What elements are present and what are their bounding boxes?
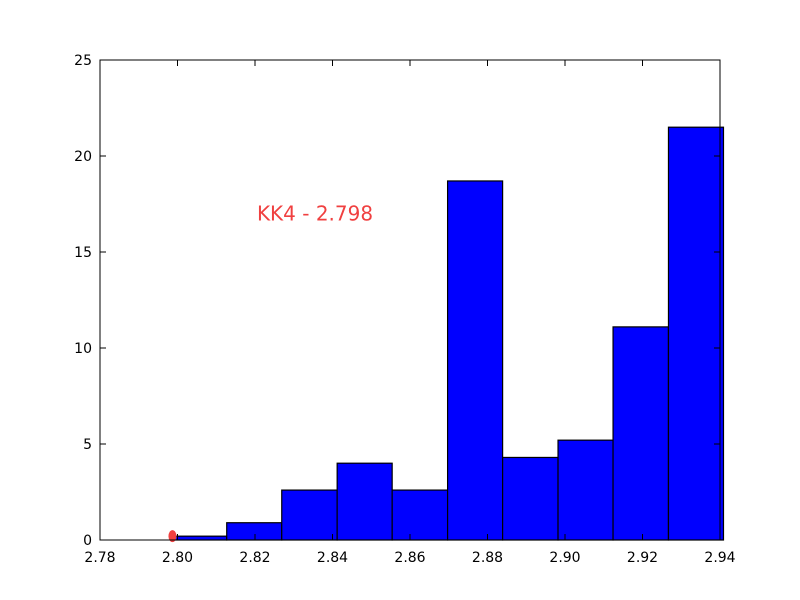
x-tick-label: 2.90 xyxy=(549,550,580,566)
y-tick-label: 20 xyxy=(74,149,92,165)
x-tick-label: 2.78 xyxy=(84,550,115,566)
histogram-bar-8 xyxy=(612,326,670,541)
histogram-bars xyxy=(170,126,725,541)
x-tick-label: 2.80 xyxy=(162,550,193,566)
y-tick-label: 5 xyxy=(83,437,92,453)
histogram-bar-4 xyxy=(391,489,449,541)
x-tick-label: 2.94 xyxy=(704,550,735,566)
histogram-bar-7 xyxy=(557,439,614,541)
annotation-label: KK4 - 2.798 xyxy=(257,202,373,226)
x-tick-label: 2.88 xyxy=(472,550,503,566)
histogram-bar-6 xyxy=(502,456,559,541)
histogram-bar-3 xyxy=(336,462,393,541)
histogram-bar-0 xyxy=(170,535,228,541)
marker-layer xyxy=(168,530,177,543)
x-tick-label: 2.86 xyxy=(394,550,425,566)
y-tick-label: 25 xyxy=(74,53,92,69)
histogram-bar-9 xyxy=(667,126,725,541)
y-tick-label: 0 xyxy=(83,533,92,549)
histogram-bar-2 xyxy=(281,489,338,541)
x-tick-label: 2.84 xyxy=(317,550,348,566)
x-tick-label: 2.82 xyxy=(239,550,270,566)
histogram-bar-5 xyxy=(446,180,504,541)
y-axis-tick-labels: 0 5 10 15 20 25 xyxy=(74,53,92,549)
x-axis-tick-labels: 2.78 2.80 2.82 2.84 2.86 2.88 2.90 2.92 2.94 xyxy=(84,550,735,566)
histogram-bar-1 xyxy=(226,522,283,541)
axis-ticks xyxy=(99,59,721,541)
y-tick-label: 15 xyxy=(74,245,92,261)
kk4-marker-point xyxy=(168,530,177,543)
y-tick-label: 10 xyxy=(74,341,92,357)
x-tick-label: 2.92 xyxy=(627,550,658,566)
